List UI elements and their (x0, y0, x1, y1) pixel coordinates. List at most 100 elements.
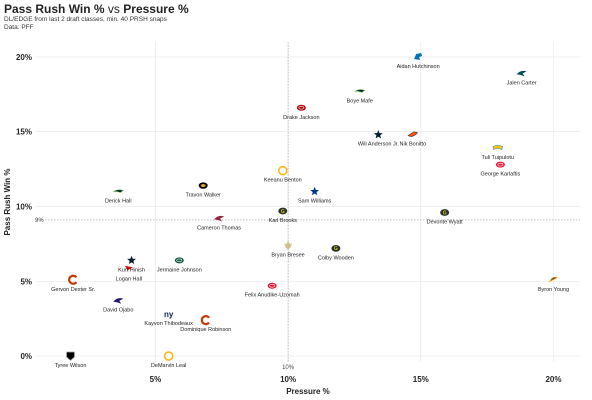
axes: 5% 10% 15% 20% 0% 5% 10% 15% 20% Pressure % Pass R… (3, 53, 561, 396)
point-label: Aidan Hutchinson (397, 64, 440, 70)
point-marker (495, 161, 505, 168)
point-marker (214, 215, 225, 222)
marker-shape (296, 104, 306, 111)
marker-detail (269, 284, 276, 288)
marker-detail (497, 162, 504, 167)
x-tick-label: 10% (280, 375, 296, 384)
marker-shape (267, 282, 277, 289)
point-label: Dominique Robinson (180, 327, 231, 333)
y-axis-title: Pass Rush Win % (3, 168, 12, 235)
chart-title: Pass Rush Win % vs Pressure % (4, 2, 189, 16)
point-marker (310, 186, 320, 196)
point-marker (548, 276, 559, 283)
point-marker (68, 274, 78, 285)
point-marker (124, 265, 133, 274)
marker-shape (407, 131, 419, 137)
y-tick-label: 5% (20, 277, 32, 286)
x-axis-title: Pressure % (286, 387, 330, 396)
marker-shape (331, 244, 341, 252)
title-vs: vs (104, 2, 124, 16)
point-label: DeMarvin Leal (151, 363, 186, 369)
point-label: Kurt Hinish (118, 267, 145, 273)
point-marker (407, 131, 419, 137)
marker-shape (277, 165, 288, 176)
point-marker: G (278, 207, 288, 215)
marker-shape (127, 255, 136, 265)
point-label: Felix Anudike-Uzomah (245, 293, 300, 299)
marker-detail (200, 184, 206, 188)
point-label: Derick Hall (105, 199, 132, 205)
title-part-x: Pressure % (123, 2, 189, 16)
y-tick-label: 15% (16, 128, 32, 137)
x-tick-label: 5% (150, 375, 162, 384)
marker-shape (113, 189, 124, 193)
marker-shape (414, 52, 423, 60)
point-label: Tyree Wilson (55, 363, 87, 369)
point-marker (200, 315, 210, 326)
point-marker: G (331, 244, 341, 252)
ref-y-label: 9% (35, 218, 44, 224)
marker-shape (66, 351, 75, 362)
point-marker (66, 351, 75, 362)
marker-detail: G (334, 246, 338, 252)
point-label: Bryan Bresee (271, 252, 304, 258)
point-labels-layer: Aidan Hutchinson Jalen Carter Boye Mafe Dra… (51, 64, 569, 369)
point-label: Sam Williams (298, 199, 332, 205)
point-marker (354, 89, 366, 93)
y-tick-label: 0% (20, 352, 32, 361)
point-label: Jalen Carter (507, 80, 537, 86)
marker-shape: ny (164, 310, 174, 319)
point-marker (198, 182, 208, 189)
marker-shape (354, 89, 366, 93)
marker-shape (284, 240, 293, 250)
point-marker: G (440, 209, 450, 216)
point-marker (174, 257, 184, 264)
point-label: Karl Brooks (269, 218, 298, 224)
marker-shape (440, 209, 450, 216)
marker-shape (548, 276, 559, 283)
point-label: Devonte Wyatt (427, 219, 463, 225)
marker-shape (163, 351, 174, 361)
point-marker (296, 104, 306, 111)
x-tick-label: 15% (413, 375, 429, 384)
point-label: Drake Jackson (283, 115, 319, 121)
marker-shape (200, 315, 210, 326)
point-marker (267, 282, 277, 289)
marker-shape (310, 186, 320, 196)
point-label: Jermaine Johnson (157, 267, 202, 273)
point-label: Keeanu Benton (264, 178, 302, 184)
point-label: Kayvon Thibodeaux (144, 321, 193, 327)
point-label: Gervon Dexter Sr. (51, 287, 95, 293)
point-label: Byron Young (538, 287, 569, 293)
point-marker (277, 165, 288, 176)
marker-shape (124, 265, 133, 274)
point-label: Boye Mafe (347, 98, 373, 104)
y-tick-label: 10% (16, 202, 32, 211)
points-layer: G G Gny (66, 52, 559, 362)
point-label: Tuli Tuipulotu (481, 155, 514, 161)
marker-shape (278, 207, 288, 215)
point-marker (516, 70, 527, 77)
chart-source: Data: PFF (4, 24, 34, 31)
point-label: Colby Wooden (318, 255, 354, 261)
point-marker (492, 145, 504, 151)
point-label: George Karlaftis (481, 172, 521, 178)
reference-lines: 10% 9% (35, 42, 580, 371)
point-label: Logan Hall (116, 276, 142, 282)
marker-shape (113, 298, 124, 304)
marker-detail: G (443, 210, 447, 216)
marker-shape (214, 215, 225, 222)
point-label: Travon Walker (186, 193, 222, 199)
x-tick-label: 20% (545, 375, 561, 384)
marker-shape (492, 145, 504, 151)
marker-shape (373, 130, 383, 139)
point-label: Nik Bonitto (400, 142, 427, 148)
point-marker (113, 189, 124, 193)
marker-shape (516, 70, 527, 77)
point-marker (373, 130, 383, 139)
point-label: Will Anderson Jr. (358, 142, 399, 148)
marker-shape (495, 161, 505, 168)
point-marker (414, 52, 423, 60)
title-part-y: Pass Rush Win % (4, 2, 105, 16)
